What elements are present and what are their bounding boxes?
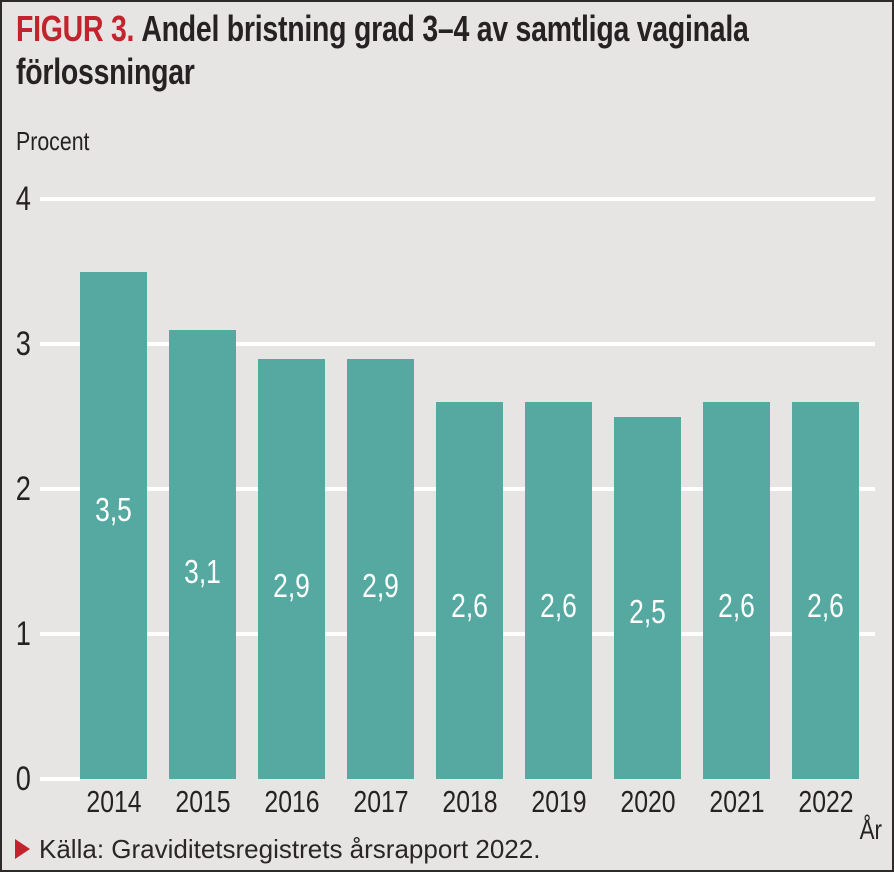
y-tick-label-1: 1: [15, 615, 31, 653]
x-tick-label-2018: 2018: [441, 784, 498, 819]
source-arrow-icon: [15, 839, 30, 859]
bar-2017: 2,9: [347, 358, 414, 779]
bar-value-label-2014: 3,5: [95, 491, 132, 529]
figure-title-line-2: förlossningar: [16, 51, 195, 92]
bar-value-label-2015: 3,1: [184, 553, 221, 591]
source-text: Källa: Graviditetsregistrets årsrapport …: [39, 834, 541, 864]
figure-title: FIGUR 3. Andel bristning grad 3–4 av samt…: [16, 7, 885, 93]
figure-title-line-1: FIGUR 3. Andel bristning grad 3–4 av samt…: [16, 7, 885, 50]
x-tick-label-2021: 2021: [708, 784, 765, 819]
y-axis-title: Procent: [16, 126, 90, 156]
bar-2016: 2,9: [258, 358, 325, 779]
bar-value-label-2021: 2,6: [718, 586, 755, 624]
y-tick-label-4: 4: [15, 180, 31, 218]
x-tick-label-2022: 2022: [797, 784, 854, 819]
bar-value-label-2018: 2,6: [451, 586, 488, 624]
gridline-3: [40, 342, 875, 346]
bar-2021: 2,6: [703, 402, 770, 779]
figure-number-label: FIGUR 3.: [16, 8, 135, 49]
x-axis-title: År: [859, 814, 882, 845]
bar-2019: 2,6: [525, 402, 592, 779]
bar-value-label-2019: 2,6: [540, 586, 577, 624]
x-tick-label-2015: 2015: [174, 784, 231, 819]
bar-value-label-2016: 2,9: [273, 566, 310, 604]
gridline-4: [40, 197, 875, 201]
y-tick-label-3: 3: [15, 325, 31, 363]
gridline-0: [40, 777, 80, 781]
bar-2018: 2,6: [436, 402, 503, 779]
figure-title-text-line-1: Andel bristning grad 3–4 av samtliga vag…: [141, 8, 749, 49]
bar-value-label-2017: 2,9: [362, 566, 399, 604]
bar-value-label-2022: 2,6: [807, 586, 844, 624]
bar-2022: 2,6: [792, 402, 859, 779]
bar-2015: 3,1: [169, 329, 236, 779]
y-tick-label-2: 2: [15, 470, 31, 508]
x-tick-label-2020: 2020: [619, 784, 676, 819]
x-tick-label-2016: 2016: [263, 784, 320, 819]
bar-chart-plot-area: 0 1 2 3 4 3,5 2014 3,1 2015 2,9 2016 2,9 2017 2,6 2018…: [16, 182, 875, 817]
y-tick-label-0: 0: [15, 760, 31, 798]
bar-value-label-2020: 2,5: [629, 593, 666, 631]
source-line: Källa: Graviditetsregistrets årsrapport …: [15, 835, 540, 863]
x-tick-label-2019: 2019: [530, 784, 587, 819]
bar-2020: 2,5: [614, 416, 681, 779]
x-tick-label-2017: 2017: [352, 784, 409, 819]
bar-2014: 3,5: [80, 271, 147, 779]
x-tick-label-2014: 2014: [85, 784, 142, 819]
